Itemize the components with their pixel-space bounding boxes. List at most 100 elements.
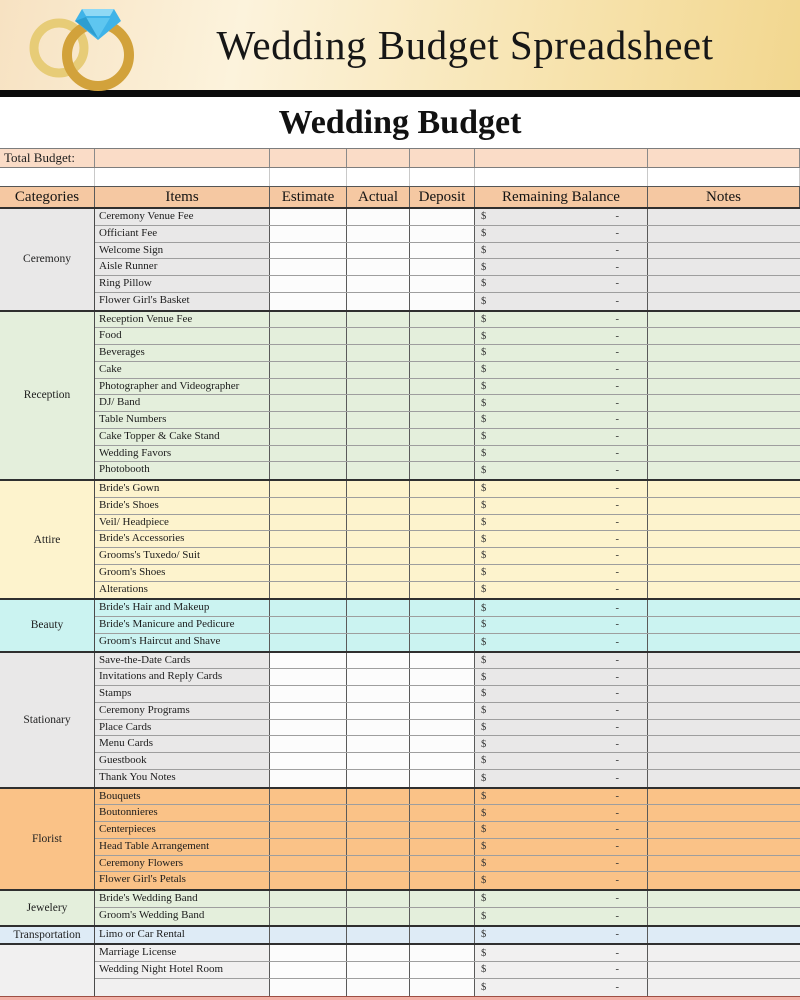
item-name-cell[interactable]: Groom's Haircut and Shave xyxy=(95,633,270,651)
actual-cell[interactable] xyxy=(347,805,410,821)
item-name-cell[interactable]: Limo or Car Rental xyxy=(95,926,270,944)
notes-cell[interactable] xyxy=(648,652,800,669)
remaining-balance-cell[interactable]: $ - xyxy=(475,412,648,428)
actual-cell[interactable] xyxy=(347,753,410,769)
deposit-cell[interactable] xyxy=(410,617,475,633)
notes-cell[interactable] xyxy=(648,769,800,787)
estimate-cell[interactable] xyxy=(270,753,347,769)
deposit-cell[interactable] xyxy=(410,361,475,378)
actual-cell[interactable] xyxy=(347,242,410,259)
deposit-cell[interactable] xyxy=(410,378,475,395)
estimate-cell[interactable] xyxy=(270,497,347,514)
item-name-cell[interactable]: Cake xyxy=(95,361,270,378)
actual-cell[interactable] xyxy=(347,395,410,411)
estimate-cell[interactable] xyxy=(270,481,347,497)
deposit-cell[interactable] xyxy=(410,311,475,328)
deposit-cell[interactable] xyxy=(410,652,475,669)
estimate-cell[interactable] xyxy=(270,345,347,361)
deposit-cell[interactable] xyxy=(410,345,475,361)
empty-cell[interactable] xyxy=(0,168,95,186)
deposit-cell[interactable] xyxy=(410,242,475,259)
notes-cell[interactable] xyxy=(648,978,800,996)
item-name-cell[interactable]: Photographer and Videographer xyxy=(95,378,270,395)
remaining-balance-cell[interactable]: $ - xyxy=(475,891,648,907)
deposit-cell[interactable] xyxy=(410,788,475,805)
notes-cell[interactable] xyxy=(648,669,800,685)
item-name-cell[interactable]: Flower Girl's Basket xyxy=(95,292,270,310)
actual-cell[interactable] xyxy=(347,514,410,531)
category-cell[interactable]: Transportation xyxy=(0,926,95,944)
remaining-balance-cell[interactable]: $ - xyxy=(475,445,648,462)
remaining-balance-cell[interactable]: $ - xyxy=(475,838,648,855)
deposit-cell[interactable] xyxy=(410,838,475,855)
actual-cell[interactable] xyxy=(347,855,410,872)
deposit-cell[interactable] xyxy=(410,822,475,838)
item-name-cell[interactable]: Food xyxy=(95,328,270,344)
item-name-cell[interactable]: Groom's Shoes xyxy=(95,564,270,581)
notes-cell[interactable] xyxy=(648,328,800,344)
item-name-cell[interactable]: Cake Topper & Cake Stand xyxy=(95,428,270,445)
actual-cell[interactable] xyxy=(347,788,410,805)
notes-cell[interactable] xyxy=(648,531,800,547)
actual-cell[interactable] xyxy=(347,225,410,242)
actual-cell[interactable] xyxy=(347,531,410,547)
estimate-cell[interactable] xyxy=(270,652,347,669)
deposit-cell[interactable] xyxy=(410,209,475,225)
item-name-cell[interactable]: Bride's Manicure and Pedicure xyxy=(95,617,270,633)
empty-cell[interactable] xyxy=(95,168,270,186)
actual-cell[interactable] xyxy=(347,926,410,944)
deposit-cell[interactable] xyxy=(410,514,475,531)
estimate-cell[interactable] xyxy=(270,872,347,889)
header-actual[interactable]: Actual xyxy=(347,187,410,207)
category-cell[interactable]: Ceremony xyxy=(0,209,95,310)
item-name-cell[interactable]: Reception Venue Fee xyxy=(95,311,270,328)
notes-cell[interactable] xyxy=(648,276,800,292)
estimate-cell[interactable] xyxy=(270,209,347,225)
actual-cell[interactable] xyxy=(347,736,410,752)
remaining-balance-cell[interactable]: $ - xyxy=(475,652,648,669)
estimate-cell[interactable] xyxy=(270,736,347,752)
actual-cell[interactable] xyxy=(347,652,410,669)
item-name-cell[interactable]: Table Numbers xyxy=(95,412,270,428)
estimate-cell[interactable] xyxy=(270,514,347,531)
estimate-cell[interactable] xyxy=(270,907,347,925)
item-name-cell[interactable]: Aisle Runner xyxy=(95,259,270,275)
notes-cell[interactable] xyxy=(648,805,800,821)
item-name-cell[interactable]: Grooms's Tuxedo/ Suit xyxy=(95,548,270,564)
deposit-cell[interactable] xyxy=(410,978,475,996)
notes-cell[interactable] xyxy=(648,225,800,242)
category-cell[interactable]: Reception xyxy=(0,311,95,479)
deposit-cell[interactable] xyxy=(410,962,475,978)
notes-cell[interactable] xyxy=(648,753,800,769)
notes-cell[interactable] xyxy=(648,462,800,479)
deposit-cell[interactable] xyxy=(410,633,475,651)
header-items[interactable]: Items xyxy=(95,187,270,207)
notes-cell[interactable] xyxy=(648,617,800,633)
estimate-cell[interactable] xyxy=(270,531,347,547)
notes-cell[interactable] xyxy=(648,311,800,328)
remaining-balance-cell[interactable]: $ - xyxy=(475,600,648,616)
estimate-cell[interactable] xyxy=(270,617,347,633)
notes-cell[interactable] xyxy=(648,497,800,514)
notes-cell[interactable] xyxy=(648,838,800,855)
estimate-cell[interactable] xyxy=(270,926,347,944)
item-name-cell[interactable]: Bride's Hair and Makeup xyxy=(95,600,270,616)
remaining-balance-cell[interactable]: $ - xyxy=(475,531,648,547)
deposit-cell[interactable] xyxy=(410,769,475,787)
item-name-cell[interactable]: Officiant Fee xyxy=(95,225,270,242)
item-name-cell[interactable]: Welcome Sign xyxy=(95,242,270,259)
deposit-cell[interactable] xyxy=(410,872,475,889)
notes-cell[interactable] xyxy=(648,581,800,599)
remaining-balance-cell[interactable]: $ - xyxy=(475,633,648,651)
total-estimate-cell[interactable] xyxy=(270,149,347,167)
remaining-balance-cell[interactable]: $ - xyxy=(475,462,648,479)
notes-cell[interactable] xyxy=(648,481,800,497)
remaining-balance-cell[interactable]: $ - xyxy=(475,962,648,978)
actual-cell[interactable] xyxy=(347,600,410,616)
estimate-cell[interactable] xyxy=(270,564,347,581)
empty-cell[interactable] xyxy=(648,168,800,186)
actual-cell[interactable] xyxy=(347,292,410,310)
deposit-cell[interactable] xyxy=(410,497,475,514)
header-categories[interactable]: Categories xyxy=(0,187,95,207)
remaining-balance-cell[interactable]: $ - xyxy=(475,872,648,889)
